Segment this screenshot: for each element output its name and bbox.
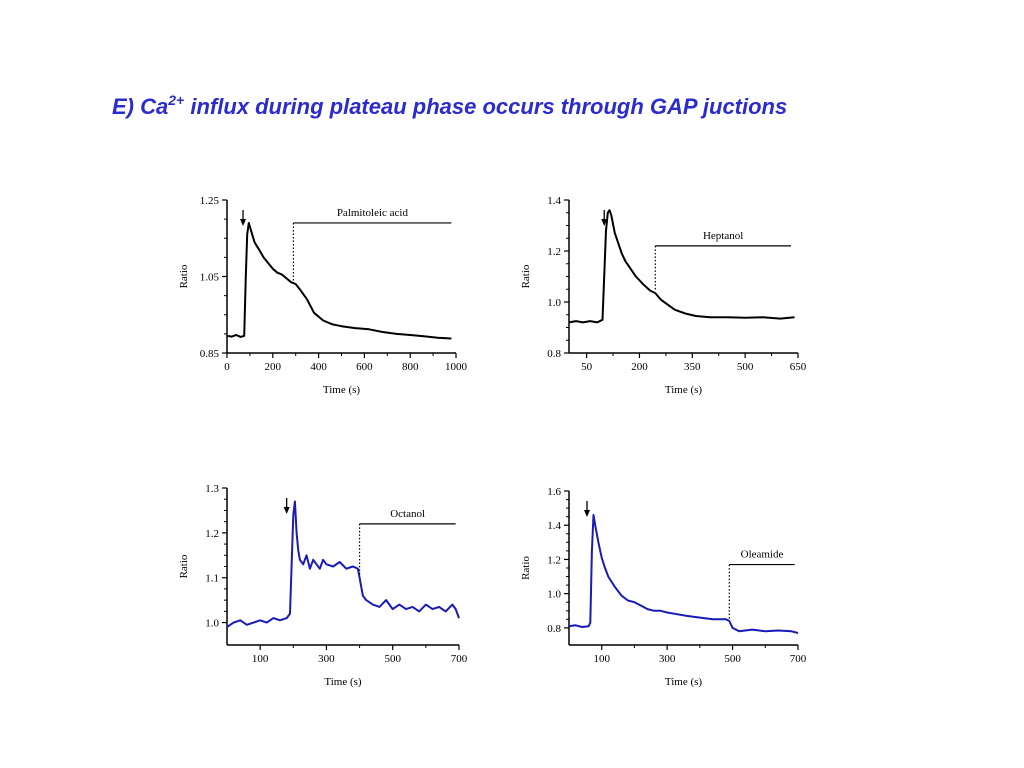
y-tick-label: 1.0 xyxy=(547,297,561,309)
x-tick-label: 200 xyxy=(631,361,648,373)
slide-title: E) Ca2+ influx during plateau phase occu… xyxy=(112,92,992,120)
y-axis-label: Ratio xyxy=(520,264,532,288)
x-tick-label: 600 xyxy=(356,361,373,373)
x-tick-label: 700 xyxy=(451,653,468,665)
series-line xyxy=(226,500,460,628)
y-tick-label: 1.2 xyxy=(547,554,561,566)
y-axis-label: Ratio xyxy=(178,554,190,578)
x-tick-label: 200 xyxy=(265,361,282,373)
title-suffix: influx during plateau phase occurs throu… xyxy=(184,94,788,119)
series-line xyxy=(568,209,795,324)
y-tick-label: 1.6 xyxy=(547,486,561,498)
x-tick-label: 300 xyxy=(318,653,335,665)
y-tick-label: 1.4 xyxy=(547,195,561,207)
x-tick-label: 100 xyxy=(593,653,610,665)
x-axis-label: Time (s) xyxy=(323,384,361,396)
series-line xyxy=(226,222,452,340)
x-tick-label: 800 xyxy=(402,361,419,373)
x-tick-label: 300 xyxy=(659,653,676,665)
x-tick-label: 500 xyxy=(724,653,741,665)
y-tick-label: 1.2 xyxy=(547,246,561,258)
x-axis-label: Time (s) xyxy=(324,676,362,688)
y-axis-label: Ratio xyxy=(520,556,532,580)
x-tick-label: 650 xyxy=(790,361,807,373)
down-arrow-icon xyxy=(283,507,290,514)
treatment-label: Palmitoleic acid xyxy=(337,207,409,219)
x-tick-label: 50 xyxy=(581,361,593,373)
series-line xyxy=(568,514,799,634)
x-tick-label: 100 xyxy=(252,653,269,665)
down-arrow-icon xyxy=(583,510,590,517)
x-tick-label: 350 xyxy=(684,361,701,373)
down-arrow-icon xyxy=(601,219,608,226)
chart-palmitoleic: 0.85 1.05 1.25 0 200 400 600 800 1000 Time (s) Rat… xyxy=(178,195,468,396)
y-tick-label: 1.4 xyxy=(547,520,561,532)
x-axis-label: Time (s) xyxy=(665,384,703,396)
y-tick-label: 1.0 xyxy=(205,618,219,630)
x-tick-label: 500 xyxy=(737,361,754,373)
title-prefix: E) Ca xyxy=(112,94,169,119)
y-tick-label: 1.0 xyxy=(547,589,561,601)
treatment-label: Heptanol xyxy=(703,230,743,242)
x-tick-label: 0 xyxy=(224,361,230,373)
y-tick-label: 1.05 xyxy=(200,272,220,284)
y-axis-label: Ratio xyxy=(178,264,190,288)
title-superscript: 2+ xyxy=(168,92,185,108)
y-tick-label: 0.8 xyxy=(547,623,561,635)
x-tick-label: 400 xyxy=(310,361,327,373)
y-tick-label: 1.2 xyxy=(205,528,219,540)
x-tick-label: 1000 xyxy=(445,361,468,373)
y-tick-label: 0.8 xyxy=(547,348,561,360)
chart-heptanol: 0.8 1.0 1.2 1.4 50 200 350 500 650 Time (s) Ratio H… xyxy=(520,195,807,396)
x-axis-label: Time (s) xyxy=(665,676,703,688)
y-tick-label: 1.3 xyxy=(205,483,219,495)
y-tick-label: 1.25 xyxy=(200,195,220,207)
treatment-label: Octanol xyxy=(390,508,425,520)
x-tick-label: 500 xyxy=(384,653,401,665)
y-tick-label: 0.85 xyxy=(200,348,220,360)
y-tick-label: 1.1 xyxy=(205,573,219,585)
chart-oleamide: 0.8 1.0 1.2 1.4 1.6 100 300 500 700 Time (s) Ratio… xyxy=(520,486,807,688)
down-arrow-icon xyxy=(240,219,247,226)
chart-octanol: 1.0 1.1 1.2 1.3 100 300 500 700 Time (s) Ratio Oct… xyxy=(178,483,468,688)
x-tick-label: 700 xyxy=(790,653,807,665)
treatment-label: Oleamide xyxy=(741,549,784,561)
